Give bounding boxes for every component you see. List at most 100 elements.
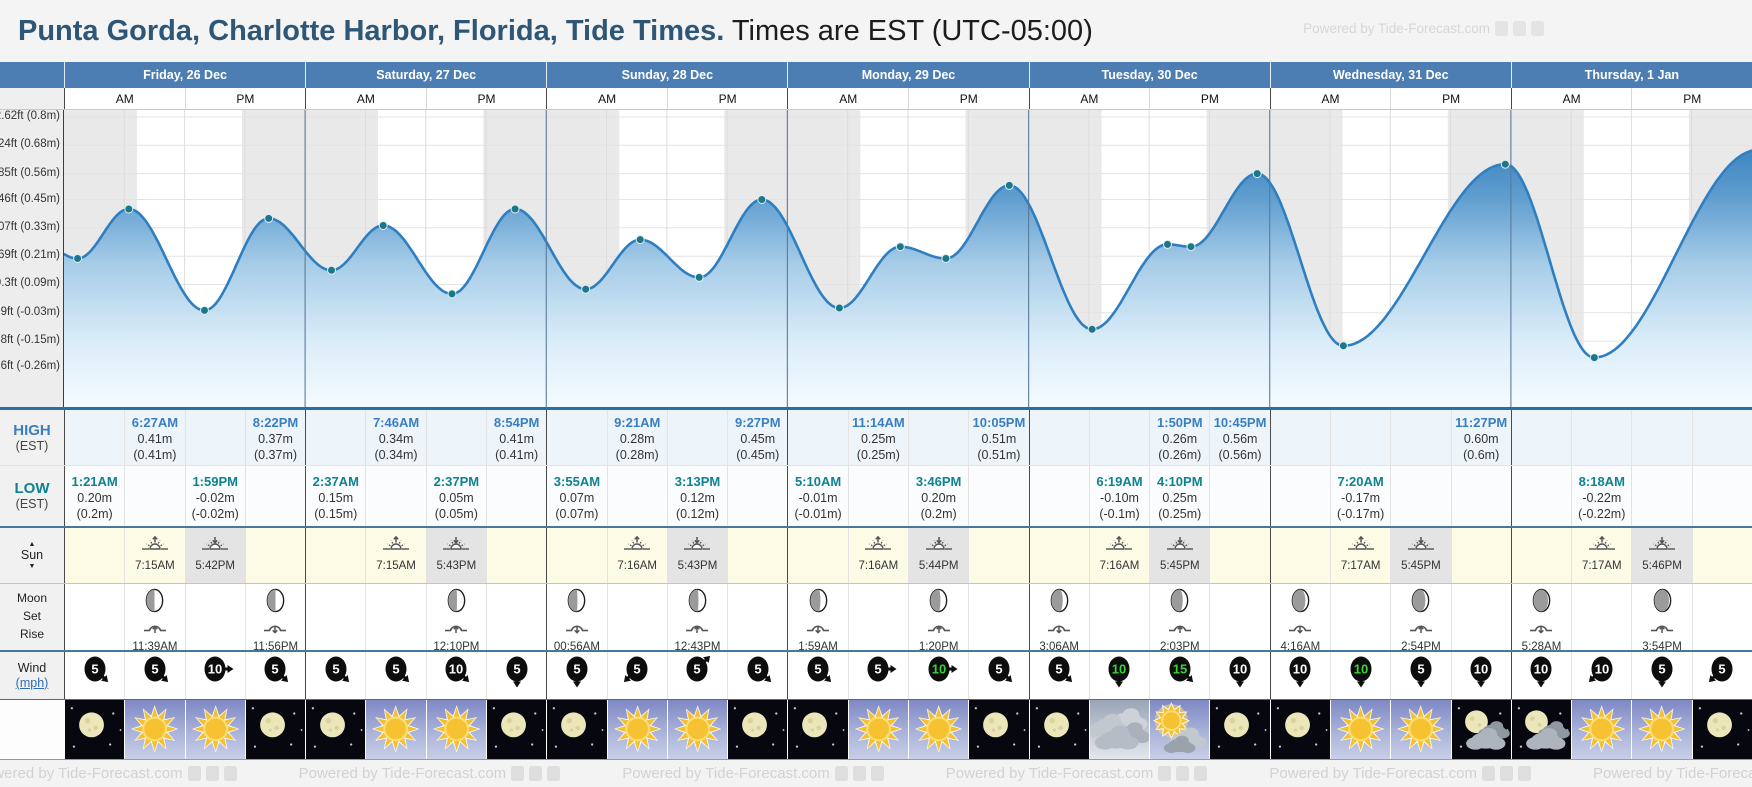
low-tide-height-alt: (0.15m) bbox=[314, 506, 358, 521]
wind-speed-icon: 5 bbox=[677, 653, 717, 698]
tide-extreme-point bbox=[694, 272, 704, 282]
wind-unit-link[interactable]: (mph) bbox=[15, 675, 49, 690]
wind-cell: 10 bbox=[907, 652, 969, 699]
weather-cell bbox=[907, 700, 969, 759]
moon-cell bbox=[1088, 584, 1150, 650]
wind-cell: 5 bbox=[666, 652, 728, 699]
sun-time: 5:44PM bbox=[918, 560, 959, 572]
ampm-cell: AM bbox=[1269, 88, 1391, 109]
wind-cell: 5 bbox=[485, 652, 547, 699]
wind-speed-icon: 10 bbox=[919, 653, 959, 698]
weather-cell bbox=[666, 700, 728, 759]
sunrise-icon bbox=[1105, 534, 1133, 558]
y-axis: 2.62ft (0.8m) 2.24ft (0.68m) 1.85ft (0.56m… bbox=[0, 110, 64, 407]
high-tide-cell bbox=[1088, 410, 1150, 465]
sunrise-icon bbox=[1588, 534, 1616, 558]
moon-cell bbox=[1329, 584, 1391, 650]
low-tide-height-alt: (-0.22m) bbox=[1578, 506, 1626, 521]
sun-cell: 5:43PM bbox=[666, 528, 728, 583]
y-axis-label: -0.86ft (-0.26m) bbox=[0, 360, 60, 372]
footer-watermark: Powered by Tide-Forecast.com bbox=[1269, 765, 1531, 782]
ampm-row: AM PM AM PM AM PM AM PM AM PM AM PM AM PM bbox=[0, 88, 1752, 110]
high-tide-cell bbox=[184, 410, 245, 465]
sunset-arrow-icon: ▼ bbox=[28, 562, 36, 570]
day-header-cell: Friday, 26 Dec bbox=[64, 62, 305, 88]
sun-time: 5:43PM bbox=[677, 560, 718, 572]
weather-cell bbox=[1028, 700, 1089, 759]
high-tide-cell: 8:22PM 0.37m (0.37m) bbox=[244, 410, 306, 465]
high-tide-height: 0.41m bbox=[499, 431, 534, 446]
tide-extreme-point bbox=[1338, 341, 1348, 351]
wind-cell: 5 bbox=[1691, 652, 1752, 699]
moon-cell: 12:10PM bbox=[425, 584, 486, 650]
low-tide-height: 0.25m bbox=[1162, 490, 1198, 505]
sunset-icon bbox=[925, 534, 953, 558]
weather-cell bbox=[184, 700, 245, 759]
high-tide-cell bbox=[1631, 410, 1692, 465]
footer-watermark-text: Powered by Tide-Forecast.com bbox=[298, 765, 507, 782]
tide-extreme-point bbox=[1589, 353, 1599, 363]
wind-speed-icon: 5 bbox=[858, 653, 898, 698]
moon-cell bbox=[64, 584, 125, 650]
sun-cell bbox=[1269, 528, 1330, 583]
sun-cell bbox=[305, 528, 366, 583]
weather-night-clouds-icon bbox=[1451, 700, 1511, 759]
wind-cell: 5 bbox=[847, 652, 908, 699]
low-tide-height-alt: (-0.17m) bbox=[1337, 506, 1385, 521]
moon-phase-icon bbox=[1409, 587, 1432, 619]
high-tide-cell bbox=[1510, 410, 1572, 465]
tide-extreme-point bbox=[73, 254, 83, 263]
sun-cell: 5:45PM bbox=[1390, 528, 1451, 583]
weather-cell bbox=[124, 700, 185, 759]
high-tide-height: 0.60m bbox=[1463, 431, 1499, 446]
low-tide-row: LOW (EST) 1:21AM 0.20m (0.2m) 1:59PM -0.02m(… bbox=[0, 466, 1752, 528]
low-tide-time: 8:18AM bbox=[1578, 474, 1625, 489]
moon-time: 3:06AM bbox=[1039, 641, 1080, 650]
sun-cell: 7:15AM bbox=[124, 528, 185, 583]
high-tide-cell bbox=[1329, 410, 1391, 465]
high-tide-height-alt: (0.56m) bbox=[1218, 447, 1262, 462]
high-tide-cell: 11:27PM 0.60m (0.6m) bbox=[1450, 410, 1511, 465]
y-axis-label: 1.46ft (0.45m) bbox=[0, 193, 60, 205]
high-tide-cell: 11:14AM 0.25m (0.25m) bbox=[847, 410, 908, 465]
high-tide-height-alt: (0.41m) bbox=[133, 447, 177, 462]
weather-clear-night-icon bbox=[65, 700, 125, 759]
ampm-cell: AM bbox=[546, 88, 667, 109]
sun-time: 7:16AM bbox=[858, 560, 899, 572]
sun-cell: 7:17AM bbox=[1571, 528, 1632, 583]
tide-extreme-point bbox=[327, 265, 336, 275]
moon-time: 1:59AM bbox=[798, 641, 838, 650]
low-tide-time: 2:37AM bbox=[312, 474, 359, 489]
watermark-app-icon bbox=[1513, 21, 1526, 36]
tide-extreme-point bbox=[941, 254, 951, 263]
low-tide-cell: 3:55AM 0.07m (0.07m) bbox=[546, 466, 607, 526]
low-tide-time: 1:59PM bbox=[192, 474, 238, 489]
low-tide-height-alt: (0.25m) bbox=[1158, 506, 1202, 521]
ampm-cell: PM bbox=[184, 88, 306, 109]
high-tide-height-alt: (0.45m) bbox=[736, 447, 780, 462]
low-tide-height-alt: (0.12m) bbox=[675, 506, 720, 521]
high-tide-row: HIGH (EST) 6:27AM 0.41m (0.41m) 8:22PM 0.37m… bbox=[0, 410, 1752, 466]
high-tide-height: 0.37m bbox=[258, 431, 293, 446]
moon-phase-icon bbox=[143, 587, 166, 619]
sun-time: 7:17AM bbox=[1581, 560, 1622, 572]
moon-time: 2:54PM bbox=[1401, 641, 1441, 650]
sunrise-icon bbox=[382, 534, 410, 558]
high-tide-cell: 7:46AM 0.34m (0.34m) bbox=[365, 410, 426, 465]
row-label-moon: Moon Set Rise bbox=[0, 584, 64, 650]
low-tide-cell bbox=[1269, 466, 1330, 526]
footer-watermark-text: Powered by Tide-Forecast.com bbox=[1269, 765, 1477, 782]
sun-time: 7:15AM bbox=[135, 560, 175, 572]
svg-text:10: 10 bbox=[1534, 662, 1548, 677]
low-tide-time: 1:21AM bbox=[71, 474, 118, 489]
wind-cell: 5 bbox=[1631, 652, 1692, 699]
high-tide-cell bbox=[546, 410, 607, 465]
sun-cell bbox=[1209, 528, 1270, 583]
low-tide-height: -0.17m bbox=[1341, 490, 1381, 505]
high-tide-cell bbox=[1571, 410, 1632, 465]
day-header-cell: Tuesday, 30 Dec bbox=[1028, 62, 1270, 88]
wind-speed-icon: 10 bbox=[1280, 653, 1320, 698]
moonrise-icon bbox=[1168, 620, 1192, 639]
footer-watermark-text: Powered by Tide-Forecast.com bbox=[0, 765, 183, 782]
high-tide-cell bbox=[1691, 410, 1752, 465]
